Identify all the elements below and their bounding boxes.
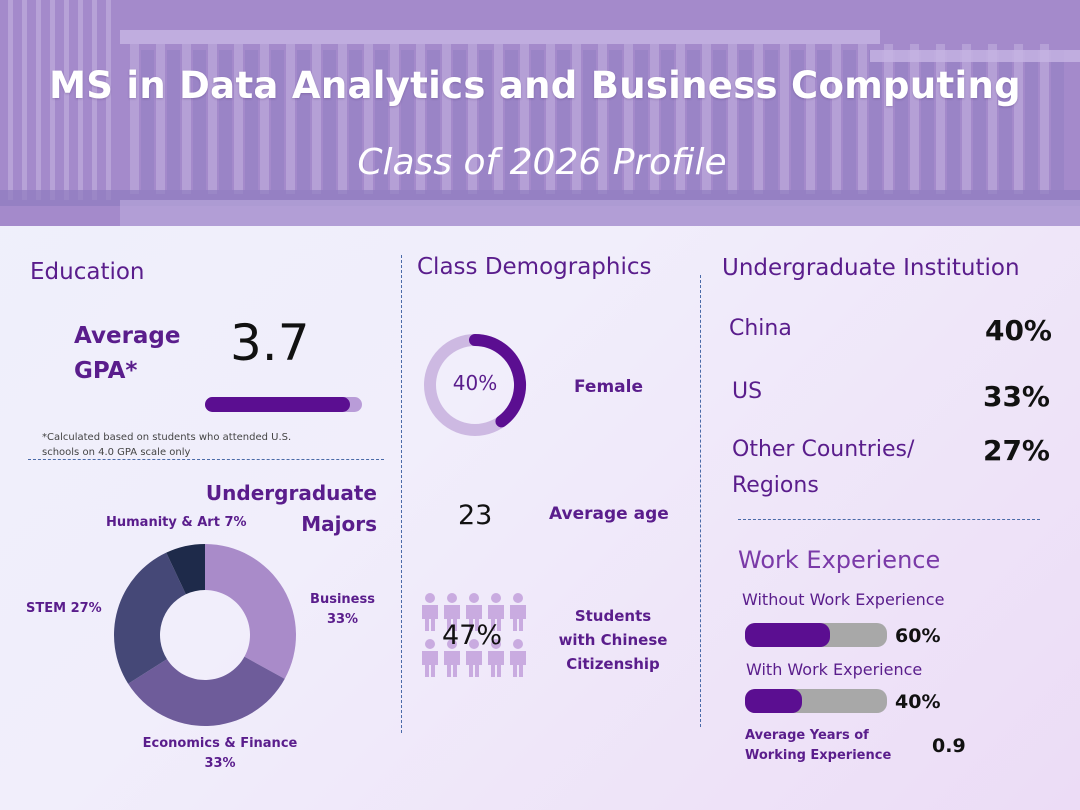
person-icon [466,593,482,631]
page-title: MS in Data Analytics and Business Comput… [49,64,1021,107]
age-label: Average age [549,504,669,524]
gpa-bar-fill [205,397,351,412]
building-facade-image [0,0,1080,226]
majors-donut-chart [114,544,296,726]
label-business: Business 33% [300,590,385,630]
majors-title-line2: Majors [301,512,377,536]
majors-title: Undergraduate Majors [206,478,377,540]
divider-right [700,275,701,727]
label-econ: Economics & Finance 33% [130,734,310,774]
work-title: Work Experience [738,546,941,574]
label-stem: STEM 27% [26,601,102,616]
with-work-label: With Work Experience [746,660,923,679]
person-icon [422,639,438,677]
gpa-bar [205,397,362,412]
label-humanity: Humanity & Art 7% [106,515,247,530]
with-work-value: 40% [895,691,941,713]
years-label-line2: Working Experience [745,748,892,763]
without-work-label: Without Work Experience [742,590,945,609]
citizenship-line2: with Chinese [558,631,668,649]
institution-other-line1: Other Countries/ [732,437,915,462]
education-title: Education [30,259,145,285]
donut-slice-humanity-art [166,544,205,595]
gpa-value: 3.7 [230,314,310,372]
citizenship-label: Students with Chinese Citizenship [548,604,678,676]
institution-china-value: 40% [984,314,1052,347]
institution-other-line2: Regions [732,473,819,498]
person-icon [488,593,504,631]
gpa-label: Average GPA* [74,319,181,389]
divider-left [401,255,402,733]
econ-line1: Economics & Finance [142,736,298,751]
divider-education [28,459,384,460]
institution-other-value: 27% [982,434,1050,467]
donut-slice-economics-finance [128,656,285,726]
institution-us-value: 33% [982,380,1050,413]
majors-title-line1: Undergraduate [205,481,377,505]
citizenship-line1: Students [574,607,652,625]
business-line1: Business [310,592,375,607]
years-label: Average Years of Working Experience [745,726,891,766]
female-label: Female [574,377,643,397]
divider-institution [738,519,1040,520]
institution-other-label: Other Countries/ Regions [732,432,914,504]
demographics-title: Class Demographics [417,254,652,280]
years-value: 0.9 [932,735,966,757]
person-icon [510,639,526,677]
page-subtitle: Class of 2026 Profile [357,142,727,183]
institution-china-label: China [729,316,792,341]
without-work-bar [745,623,887,647]
donut-slice-business [205,544,296,679]
years-label-line1: Average Years of [745,728,869,743]
citizenship-value: 47% [442,620,503,651]
footnote-line2: schools on 4.0 GPA scale only [42,447,191,458]
person-icon [444,593,460,631]
female-ring-arc [469,334,526,428]
person-icon [488,639,504,677]
person-icon [444,639,460,677]
female-ring-chart [424,334,526,436]
without-work-bar-fill [745,623,831,647]
gpa-label-line2: GPA* [74,358,138,384]
citizenship-line3: Citizenship [566,655,660,673]
person-icon [422,593,438,631]
gpa-footnote: *Calculated based on students who attend… [42,430,291,460]
institution-title: Undergraduate Institution [722,255,1020,281]
institution-us-label: US [732,379,763,404]
header-banner: MS in Data Analytics and Business Comput… [0,0,1080,226]
people-grid [422,593,526,677]
econ-line2: 33% [204,756,236,771]
without-work-value: 60% [895,625,941,647]
female-value: 40% [452,371,498,395]
person-icon [466,639,482,677]
gpa-label-line1: Average [74,323,181,349]
with-work-bar-fill [745,689,802,713]
donut-slice-stem [114,552,186,684]
business-line2: 33% [326,612,359,627]
with-work-bar [745,689,887,713]
footnote-line1: *Calculated based on students who attend… [42,432,292,443]
age-value: 23 [458,500,493,531]
person-icon [510,593,526,631]
